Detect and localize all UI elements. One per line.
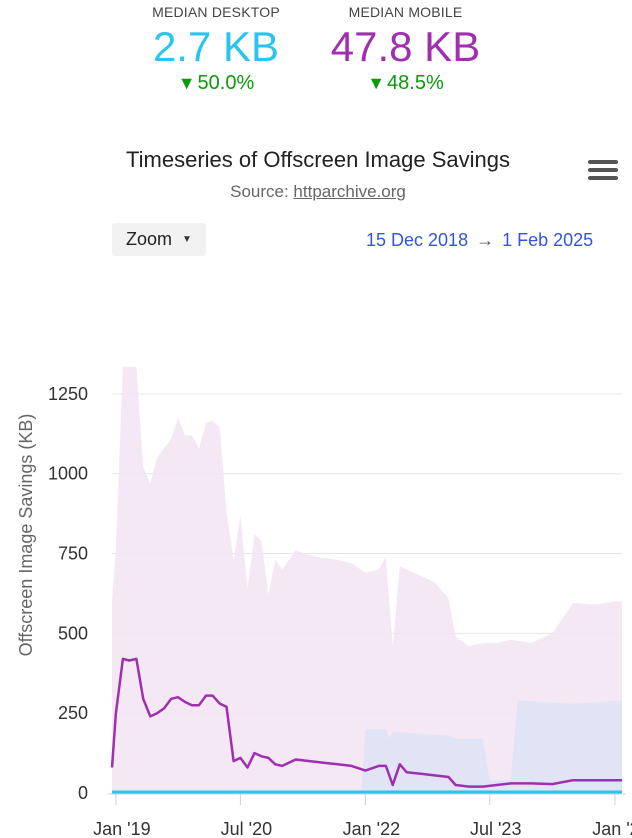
source-prefix: Source:: [230, 182, 294, 201]
axes: 0 250 500 750 1000 1250 Jan '19 Jul '20 Jan '22 J…: [48, 384, 632, 838]
series-line-mobile: [110, 657, 622, 788]
zoom-label: Zoom: [126, 229, 173, 249]
x-tick-label: Jul '23: [470, 819, 521, 838]
median-mobile-change: ▼ 48.5%: [318, 72, 493, 95]
median-mobile-change-value: 48.5%: [387, 72, 444, 94]
x-tick-label: Jan '22: [343, 819, 400, 838]
median-desktop-change: ▼ 50.0%: [141, 72, 291, 95]
chart-subtitle: Source: httparchive.org: [0, 182, 632, 202]
down-triangle-icon: ▼: [367, 73, 386, 93]
caret-down-icon: ▼: [182, 234, 192, 245]
median-mobile-metric: MEDIAN MOBILE 47.8 KB ▼ 48.5%: [318, 4, 493, 95]
median-mobile-value: 47.8 KB: [330, 23, 481, 70]
y-axis-label: Offscreen Image Savings (KB): [16, 414, 36, 657]
hamburger-menu-icon[interactable]: [588, 160, 618, 186]
y-tick-label: 750: [58, 544, 88, 564]
zoom-button[interactable]: Zoom ▼: [112, 223, 206, 256]
range-bands: [112, 366, 622, 793]
median-desktop-label: MEDIAN DESKTOP: [152, 4, 280, 20]
x-tick-label: Jul '20: [221, 819, 272, 838]
median-desktop-change-value: 50.0%: [197, 72, 255, 94]
range-end[interactable]: 1 Feb 2025: [502, 230, 594, 250]
y-tick-label: 1000: [48, 464, 88, 484]
median-desktop-metric: MEDIAN DESKTOP 2.7 KB ▼ 50.0%: [141, 4, 291, 95]
chart-title: Timeseries of Offscreen Image Savings: [126, 147, 510, 172]
range-band-mobile_band: [112, 366, 622, 793]
y-tick-label: 500: [58, 623, 88, 643]
x-tick-label: Jan '19: [93, 819, 150, 838]
x-tick-label: Jan '25: [592, 819, 632, 838]
down-triangle-icon: ▼: [177, 73, 196, 93]
menu-bar: [588, 168, 618, 172]
y-tick-label: 0: [78, 783, 88, 803]
menu-bar: [588, 176, 618, 180]
source-link[interactable]: httparchive.org: [293, 182, 406, 201]
y-tick-label: 250: [58, 703, 88, 723]
date-range: 15 Dec 2018 → 1 Feb 2025: [366, 230, 593, 251]
median-desktop-value: 2.7 KB: [152, 23, 280, 70]
range-start[interactable]: 15 Dec 2018: [366, 230, 469, 250]
range-arrow: →: [476, 230, 495, 250]
y-tick-label: 1250: [48, 384, 88, 404]
series-lines: [110, 657, 622, 794]
median-mobile-label: MEDIAN MOBILE: [348, 4, 463, 20]
menu-bar: [588, 160, 618, 164]
range-band-desktop_band: [112, 700, 622, 793]
